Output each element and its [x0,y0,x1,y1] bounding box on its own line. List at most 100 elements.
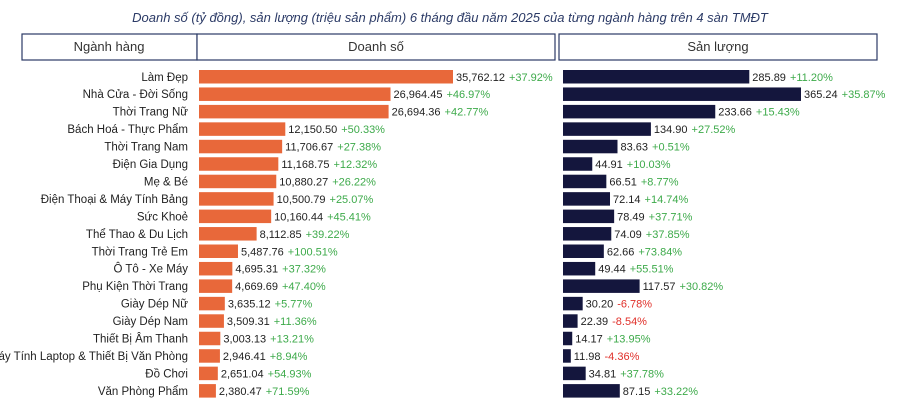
volume-bar [563,349,571,363]
revenue-value-label: 3,003.13 [223,334,266,346]
volume-bar [563,87,801,101]
volume-value-label: 30.20 [586,299,614,311]
volume-growth-label: +30.82% [679,281,723,293]
column-header-row: Ngành hàng Doanh số Sản lượng [21,33,878,61]
revenue-value-label: 11,168.75 [281,159,329,171]
revenue-growth-label: +8.94% [270,351,308,363]
revenue-value-label: 10,160.44 [274,211,323,223]
volume-growth-label: -6.78% [617,299,652,311]
revenue-growth-label: +39.22% [306,229,350,241]
category-label: Thời Trang Trẻ Em [92,246,188,258]
revenue-bar [199,331,221,346]
volume-value-label: 49.44 [598,264,626,276]
volume-growth-label: +37.78% [620,368,664,380]
revenue-value-label: 2,380.47 [219,386,262,398]
volume-bar [563,384,620,398]
revenue-bar [199,174,277,189]
revenue-growth-label: +100.51% [288,246,338,258]
revenue-bar [199,87,391,101]
volume-value-label: 117.57 [643,281,676,293]
revenue-bar [199,384,216,398]
revenue-value-label: 2,946.41 [223,351,266,363]
volume-bar [563,366,586,381]
revenue-bar [199,157,279,171]
volume-value-label: 72.14 [613,194,641,206]
volume-value-label: 14.17 [575,334,603,346]
volume-growth-label: +73.84% [638,246,682,258]
revenue-value-label: 35,762.12 [456,72,505,84]
category-label: Thiết Bị Âm Thanh [93,333,188,346]
volume-growth-label: +37.71% [649,211,693,223]
revenue-growth-label: +27.38% [337,142,381,154]
revenue-growth-label: +12.32% [333,159,377,171]
volume-growth-label: +10.03% [627,159,671,171]
revenue-growth-label: +26.22% [332,176,376,188]
revenue-growth-label: +45.41% [327,211,371,223]
volume-bar [563,331,573,346]
volume-bar [563,192,611,206]
revenue-growth-label: +5.77% [275,299,313,311]
revenue-bar [199,366,218,381]
revenue-bar [199,261,233,276]
category-label: Giày Dép Nam [113,316,188,328]
revenue-growth-label: +47.40% [282,281,326,293]
revenue-value-label: 26,694.36 [392,107,441,119]
revenue-bar [199,192,274,206]
revenue-value-label: 5,487.76 [241,246,284,258]
revenue-growth-label: +13.21% [270,334,314,346]
revenue-growth-label: +50.33% [341,124,385,136]
category-label: Thời Trang Nữ [113,107,189,119]
volume-growth-label: +27.52% [692,124,736,136]
revenue-bar [199,209,272,224]
category-label: Ô Tô - Xe Máy [113,263,188,276]
volume-value-label: 134.90 [654,124,688,136]
header-volume: Sản lượng [687,39,748,54]
revenue-value-label: 4,669.69 [235,281,278,293]
revenue-growth-label: +71.59% [266,386,310,398]
chart-title: Doanh số (tỷ đồng), sản lượng (triệu sản… [132,10,769,25]
category-label: Đồ Chơi [145,368,188,380]
category-label: Phụ Kiện Thời Trang [82,281,188,293]
category-label: Giày Dép Nữ [121,299,188,311]
volume-value-label: 87.15 [623,386,651,398]
volume-growth-label: +8.77% [641,176,679,188]
revenue-growth-label: +37.92% [509,72,553,84]
category-label: Làm Đẹp [141,72,188,84]
category-label: Văn Phòng Phẩm [98,386,188,398]
revenue-bar [199,296,225,311]
revenue-value-label: 4,695.31 [235,264,278,276]
header-box-revenue [196,33,556,61]
category-label: Điện Thoại & Máy Tính Bảng [41,194,188,206]
revenue-bar [199,349,220,363]
category-label: Thể Thao & Du Lịch [86,229,188,241]
category-label: Bách Hoá - Thực Phẩm [67,124,188,136]
category-label: Nhà Cửa - Đời Sống [83,89,188,101]
volume-value-label: 11.98 [574,351,601,363]
header-box-volume [558,33,878,61]
category-label: Mẹ & Bé [144,176,188,188]
revenue-value-label: 10,500.79 [277,194,326,206]
volume-value-label: 83.63 [620,142,648,154]
volume-growth-label: +35.87% [842,89,886,101]
volume-growth-label: +33.22% [654,386,698,398]
revenue-growth-label: +25.07% [330,194,374,206]
revenue-value-label: 11,706.67 [285,142,333,154]
volume-bar [563,209,615,224]
revenue-growth-label: +46.97% [446,89,490,101]
volume-bar [563,157,593,171]
volume-value-label: 22.39 [581,316,609,328]
volume-value-label: 34.81 [589,368,617,380]
category-label: Máy Tính Laptop & Thiết Bị Văn Phòng [0,351,188,363]
volume-bar [563,174,607,189]
volume-bar [563,279,640,293]
volume-growth-label: +55.51% [630,264,674,276]
revenue-bar [199,279,233,293]
revenue-bar [199,227,257,241]
revenue-bar [199,104,389,119]
volume-growth-label: +11.20% [790,72,833,84]
volume-value-label: 74.09 [614,229,642,241]
revenue-value-label: 2,651.04 [221,368,264,380]
revenue-growth-label: +11.36% [274,316,317,328]
volume-bar [563,139,618,154]
